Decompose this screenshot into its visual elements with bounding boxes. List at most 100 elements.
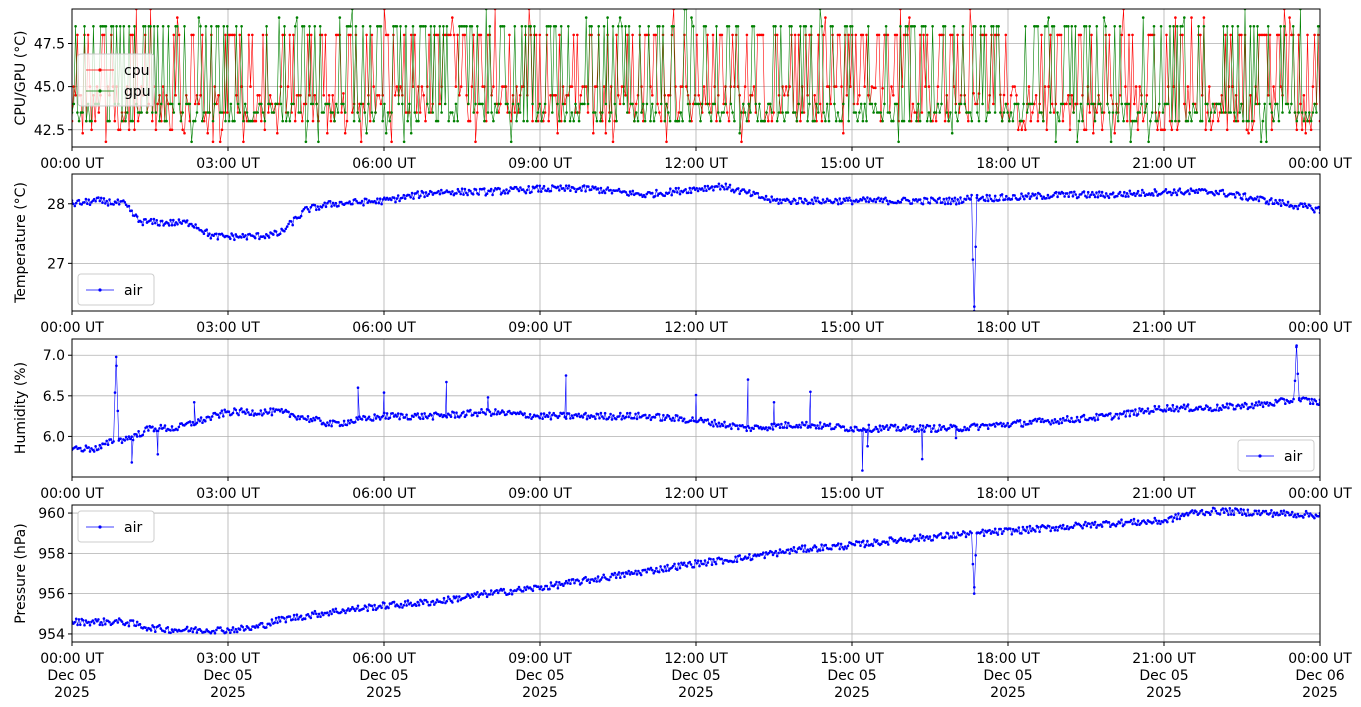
data-point xyxy=(1218,513,1222,516)
data-point xyxy=(435,598,439,601)
data-point xyxy=(305,205,308,209)
data-point xyxy=(116,621,120,624)
data-point xyxy=(401,196,404,200)
data-point xyxy=(243,102,247,106)
data-point xyxy=(799,25,802,28)
data-point xyxy=(417,603,421,607)
data-point xyxy=(867,25,870,28)
data-point xyxy=(1174,407,1177,411)
data-point xyxy=(306,119,310,123)
data-point xyxy=(996,533,1000,536)
data-point xyxy=(445,416,449,419)
data-point xyxy=(558,189,561,192)
data-point xyxy=(234,233,238,236)
data-point xyxy=(1228,507,1232,510)
data-point xyxy=(593,85,597,88)
data-point xyxy=(390,198,393,202)
data-point xyxy=(592,131,595,135)
data-point xyxy=(131,619,135,622)
data-point xyxy=(169,218,172,222)
data-point xyxy=(916,200,919,203)
data-point xyxy=(828,422,832,426)
data-point xyxy=(657,413,661,416)
data-point xyxy=(345,119,349,123)
data-point xyxy=(769,427,772,430)
data-point xyxy=(1299,399,1302,403)
data-point xyxy=(278,620,282,623)
data-point xyxy=(720,557,723,561)
data-point xyxy=(1128,189,1132,193)
data-point xyxy=(74,617,78,621)
data-point xyxy=(1304,131,1307,135)
data-point xyxy=(989,197,993,201)
data-point xyxy=(499,25,502,28)
data-point xyxy=(98,623,102,627)
data-point xyxy=(518,94,522,97)
data-point xyxy=(276,131,279,135)
data-point xyxy=(1266,25,1270,28)
data-point xyxy=(985,423,989,427)
data-point xyxy=(993,425,997,428)
data-point xyxy=(1265,140,1268,144)
data-point xyxy=(1317,205,1320,209)
data-point xyxy=(502,587,506,591)
data-point xyxy=(720,422,723,426)
data-point xyxy=(972,592,976,595)
data-point xyxy=(504,85,508,88)
data-point xyxy=(781,111,784,114)
data-point xyxy=(1186,85,1190,88)
data-point xyxy=(99,621,103,624)
data-point xyxy=(451,111,454,114)
data-point xyxy=(327,613,331,617)
data-point xyxy=(252,119,256,123)
data-point xyxy=(1145,102,1149,106)
data-point xyxy=(752,25,756,28)
data-point xyxy=(130,461,134,464)
data-point xyxy=(459,192,463,196)
data-point xyxy=(531,415,535,419)
data-point xyxy=(430,414,433,417)
data-point xyxy=(848,196,851,200)
data-point xyxy=(884,196,887,200)
data-point xyxy=(606,16,609,19)
data-point xyxy=(195,111,199,114)
data-point xyxy=(637,411,640,415)
data-point xyxy=(1245,119,1249,123)
data-point xyxy=(916,537,919,540)
data-point xyxy=(621,571,625,575)
data-point xyxy=(267,236,271,239)
data-point xyxy=(281,119,285,123)
data-point xyxy=(1121,194,1125,198)
data-point xyxy=(817,111,820,114)
data-point xyxy=(903,428,907,431)
data-point xyxy=(1146,407,1150,410)
x-tick-label: 03:00 UT xyxy=(196,651,260,667)
data-point xyxy=(240,85,243,88)
data-point xyxy=(849,85,852,88)
data-point xyxy=(697,102,700,106)
data-point xyxy=(76,33,79,37)
x-tick-date-label: Dec 05 xyxy=(47,668,96,684)
data-point xyxy=(111,25,115,28)
data-point xyxy=(709,119,713,123)
data-point xyxy=(355,416,358,419)
data-point xyxy=(985,193,989,197)
data-point xyxy=(988,194,991,197)
data-point xyxy=(945,94,949,97)
data-point xyxy=(1063,25,1066,28)
data-point xyxy=(767,551,771,555)
data-point xyxy=(277,615,281,619)
data-point xyxy=(558,414,561,418)
data-point xyxy=(836,33,840,37)
data-point xyxy=(647,25,650,28)
data-point xyxy=(106,204,110,207)
data-point xyxy=(1052,193,1055,197)
data-point xyxy=(1079,193,1083,196)
y-tick-label: 27 xyxy=(47,256,65,272)
data-point xyxy=(1010,197,1014,201)
data-point xyxy=(281,33,285,37)
data-point xyxy=(461,25,465,28)
data-point xyxy=(584,16,588,19)
data-point xyxy=(94,199,97,203)
x-tick-label: 00:00 UT xyxy=(1288,486,1352,502)
